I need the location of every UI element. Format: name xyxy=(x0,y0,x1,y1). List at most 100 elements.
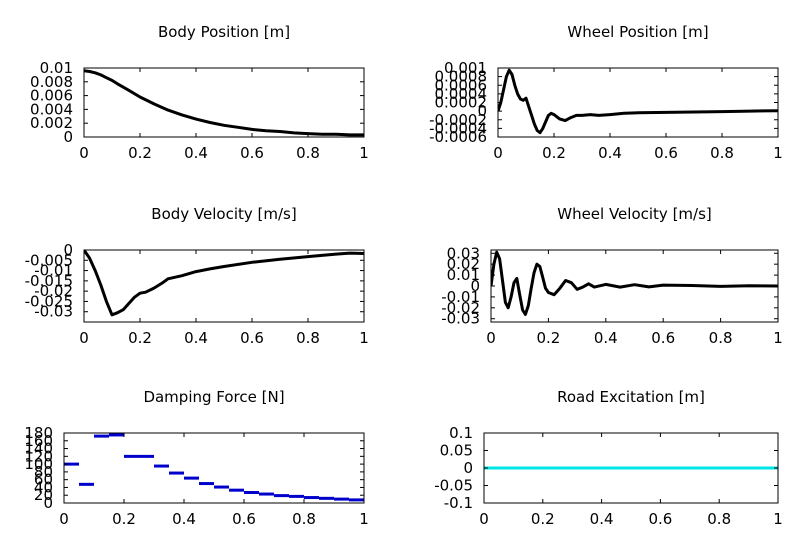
body-velocity-ytick-label: -0.02 xyxy=(34,282,73,300)
wheel-velocity-series-line xyxy=(491,250,778,316)
wheel-velocity-ytick-label: 0 xyxy=(470,277,480,295)
body-velocity-xtick-label: 1 xyxy=(359,329,369,347)
wheel-velocity-plot-area xyxy=(491,250,778,316)
wheel-velocity-title: Wheel Velocity [m/s] xyxy=(557,205,712,223)
damping-force-ytick-label: 160 xyxy=(24,432,53,450)
body-velocity-ytick-label: -0.03 xyxy=(34,303,73,321)
body-velocity-panel: Body Velocity [m/s] 0 0.2 0.4 0.6 0.8 1 -0.03 -0… xyxy=(25,205,369,347)
road-excitation-panel: Road Excitation [m] 0 0.2 0.4 0.6 0.8 1 -0.1-0.… xyxy=(434,388,783,528)
wheel-velocity-ytick-label: 0.01 xyxy=(447,266,480,284)
damping-force-panel: Damping Force [N]0 0.2 0.4 0.6 0.8 1020406080… xyxy=(24,388,368,528)
wheel-velocity-xtick-label: 1 xyxy=(773,329,783,347)
road-excitation-ytick-label: -0.1 xyxy=(444,494,473,512)
body-position-xtick-label: 0.6 xyxy=(240,144,264,162)
wheel-velocity-xtick-label: 0.8 xyxy=(709,329,733,347)
wheel-velocity-xtick-label: 0.2 xyxy=(536,329,560,347)
body-position-ytick-label: 0 xyxy=(63,128,73,146)
damping-force-plot-area xyxy=(64,433,364,502)
wheel-position-ytick-label: 0 xyxy=(477,102,487,120)
road-excitation-xtick-label: 1 xyxy=(773,510,783,528)
damping-force-ytick-label: 0 xyxy=(43,494,53,512)
damping-force-ytick-label: 20 xyxy=(34,486,53,504)
wheel-position-plot-area xyxy=(498,68,778,135)
body-position-panel: Body Position [m]0 0.2 0.4 0.6 0.8 100.0020.0… xyxy=(30,23,369,162)
road-excitation-xtick-label: 0 xyxy=(479,510,489,528)
damping-force-axes-frame xyxy=(63,432,365,504)
road-excitation-xtick-label: 0.8 xyxy=(707,510,731,528)
wheel-position-ytick-label: 0.0004 xyxy=(435,85,488,103)
body-velocity-axes-frame xyxy=(83,249,365,323)
body-velocity-ytick-label: -0.015 xyxy=(25,272,73,290)
road-excitation-ytick-label: 0.05 xyxy=(440,442,473,460)
body-velocity-plot-area xyxy=(84,250,364,317)
wheel-position-xtick-label: 0.2 xyxy=(542,144,566,162)
body-velocity-ytick-label: -0.01 xyxy=(34,262,73,280)
damping-force-xtick-label: 0.8 xyxy=(292,510,316,528)
body-position-series-line xyxy=(84,69,364,137)
road-excitation-ytick-label: -0.05 xyxy=(434,477,473,495)
damping-force-xtick-label: 1 xyxy=(359,510,369,528)
body-position-ytick-label: 0.01 xyxy=(40,59,73,77)
body-position-ytick-label: 0.004 xyxy=(30,100,73,118)
wheel-velocity-ytick-label: -0.02 xyxy=(441,299,480,317)
wheel-position-xtick-label: 0.6 xyxy=(654,144,678,162)
body-velocity-xtick-label: 0 xyxy=(79,329,89,347)
road-excitation-title: Road Excitation [m] xyxy=(557,388,705,406)
damping-force-ytick-label: 180 xyxy=(24,424,53,442)
damping-force-ytick-label: 40 xyxy=(34,478,53,496)
damping-force-xtick-label: 0.2 xyxy=(112,510,136,528)
damping-force-xtick-label: 0 xyxy=(59,510,69,528)
body-velocity-xtick-label: 0.6 xyxy=(240,329,264,347)
body-position-axes-frame xyxy=(83,67,365,138)
damping-force-ytick-label: 140 xyxy=(24,440,53,458)
body-position-xtick-label: 0.8 xyxy=(296,144,320,162)
wheel-velocity-xtick-label: 0 xyxy=(486,329,496,347)
wheel-position-ytick-label: 0.001 xyxy=(444,59,487,77)
body-position-ytick-label: 0.006 xyxy=(30,87,73,105)
road-excitation-ytick-label: 0.1 xyxy=(449,424,473,442)
wheel-position-axes-frame xyxy=(497,67,779,138)
body-velocity-xtick-label: 0.8 xyxy=(296,329,320,347)
damping-force-xtick-label: 0.4 xyxy=(172,510,196,528)
wheel-position-xtick-label: 0.8 xyxy=(710,144,734,162)
wheel-velocity-xtick-label: 0.4 xyxy=(594,329,618,347)
wheel-position-xtick-label: 0 xyxy=(493,144,503,162)
wheel-position-series-line xyxy=(498,68,778,135)
body-position-xtick-label: 1 xyxy=(359,144,369,162)
damping-force-title: Damping Force [N] xyxy=(143,388,284,406)
damping-force-ytick-label: 80 xyxy=(34,463,53,481)
body-position-xtick-label: 0.2 xyxy=(128,144,152,162)
body-velocity-series-line xyxy=(84,250,364,317)
wheel-velocity-panel: Wheel Velocity [m/s]0 0.2 0.4 0.6 0.8 1-0.03-… xyxy=(441,205,783,347)
wheel-velocity-ytick-label: -0.01 xyxy=(441,288,480,306)
wheel-position-xtick-label: 0.4 xyxy=(598,144,622,162)
wheel-position-ytick-label: -0.0004 xyxy=(429,119,487,137)
body-position-title: Body Position [m] xyxy=(158,23,290,41)
damping-force-ytick-label: 60 xyxy=(34,471,53,489)
wheel-position-ytick-label: 0.0006 xyxy=(435,76,488,94)
damping-force-xtick-label: 0.6 xyxy=(232,510,256,528)
wheel-position-ytick-label: 0.0008 xyxy=(435,68,488,86)
wheel-position-ytick-label: 0.0002 xyxy=(435,94,488,112)
damping-force-ytick-label: 120 xyxy=(24,447,53,465)
body-velocity-ytick-label: 0 xyxy=(63,241,73,259)
body-velocity-xtick-label: 0.2 xyxy=(128,329,152,347)
wheel-velocity-ytick-label: 0.03 xyxy=(447,244,480,262)
wheel-position-ytick-label: -0.0002 xyxy=(429,111,487,129)
body-velocity-xtick-label: 0.4 xyxy=(184,329,208,347)
road-excitation-ytick-label: 0 xyxy=(463,459,473,477)
damping-force-ytick-label: 100 xyxy=(24,455,53,473)
wheel-velocity-ytick-label: -0.03 xyxy=(441,310,480,328)
wheel-velocity-xtick-label: 0.6 xyxy=(651,329,675,347)
road-excitation-xtick-label: 0.6 xyxy=(648,510,672,528)
body-position-xtick-label: 0.4 xyxy=(184,144,208,162)
wheel-position-xtick-label: 1 xyxy=(773,144,783,162)
wheel-velocity-ytick-label: 0.02 xyxy=(447,255,480,273)
road-excitation-xtick-label: 0.2 xyxy=(531,510,555,528)
body-velocity-title: Body Velocity [m/s] xyxy=(151,205,296,223)
body-position-plot-area xyxy=(84,69,364,137)
body-position-ytick-label: 0.002 xyxy=(30,114,73,132)
wheel-position-ytick-label: -0.0006 xyxy=(429,128,487,146)
body-position-ytick-label: 0.008 xyxy=(30,73,73,91)
